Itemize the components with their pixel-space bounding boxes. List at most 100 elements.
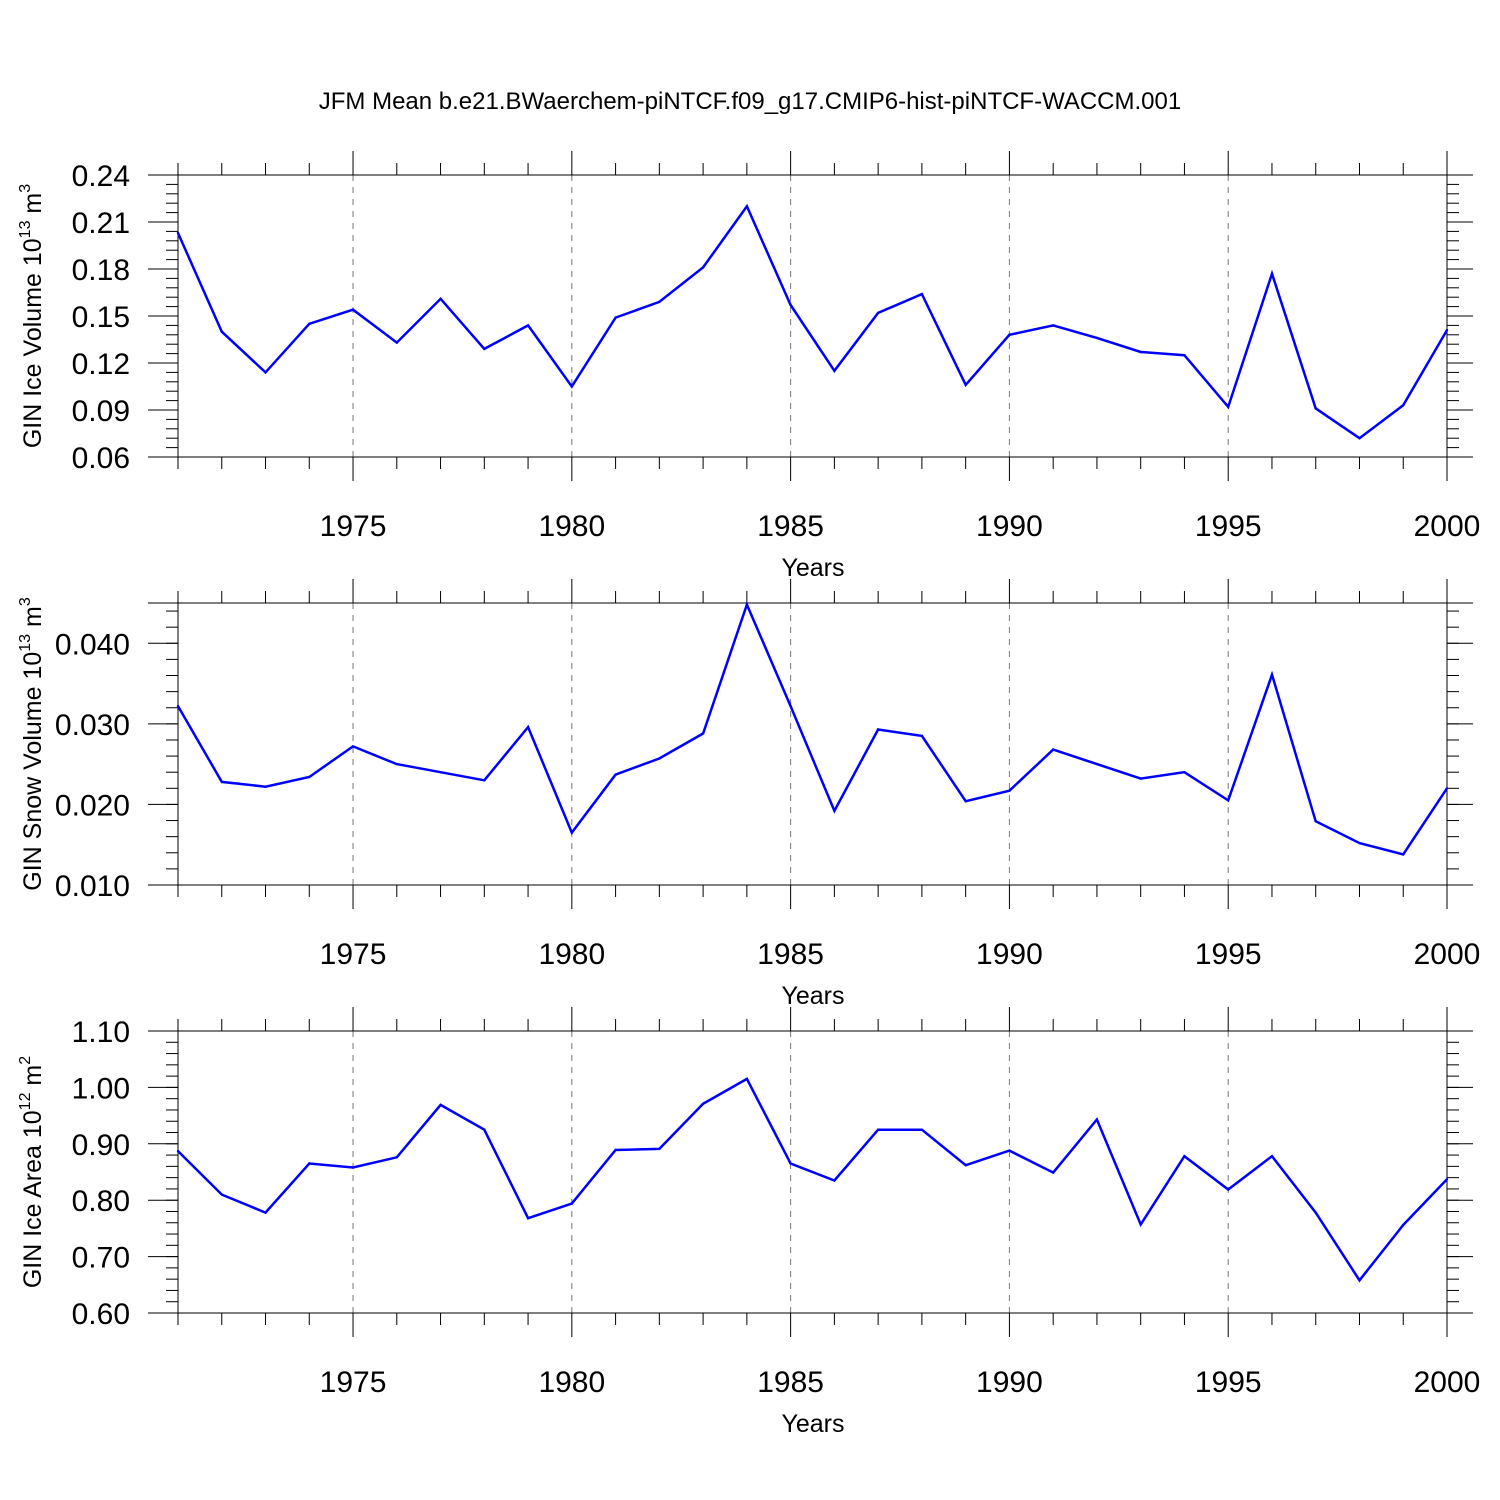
x-tick-label: 1975	[320, 510, 387, 543]
x-tick-label: 1985	[757, 1366, 824, 1399]
data-point	[439, 297, 442, 300]
data-point	[920, 292, 924, 296]
data-point	[1445, 1178, 1449, 1181]
y-tick-label: 1.10	[72, 1016, 130, 1049]
data-point	[308, 775, 311, 779]
y-axis-label-exponent: 13	[17, 220, 34, 238]
data-point	[1052, 748, 1055, 751]
data-point	[745, 205, 749, 208]
data-point	[1008, 333, 1011, 336]
y-axis-label-exponent: 13	[17, 634, 34, 652]
data-point	[351, 308, 355, 311]
y-axis-label-unit-exponent: 3	[17, 597, 34, 606]
data-point	[439, 1103, 442, 1107]
data-point	[1314, 1211, 1317, 1214]
data-point	[1358, 1279, 1361, 1282]
y-axis-label-unit-exponent: 2	[17, 1056, 34, 1065]
chart-panel-3: 0.60 0.70 0.80 0.90 1.00 1.10 1975 1980 1985 1990…	[17, 1007, 1480, 1438]
y-axis-label-text: GIN Ice Area 10	[19, 1110, 47, 1288]
data-point	[1008, 789, 1011, 792]
y-tick-label: 0.12	[72, 348, 130, 381]
y-axis-label-unit: m	[19, 193, 47, 221]
data-point	[920, 1128, 924, 1131]
y-axis-label-unit: m	[19, 1065, 47, 1093]
data-point	[483, 779, 486, 782]
data-point	[876, 728, 880, 731]
data-point	[658, 300, 661, 304]
data-point	[526, 324, 530, 327]
x-tick-label: 1980	[538, 938, 605, 971]
y-tick-label: 1.00	[72, 1072, 130, 1105]
data-point	[1445, 787, 1449, 790]
data-point	[1095, 336, 1099, 340]
x-tick-label: 1985	[757, 510, 824, 543]
data-point	[1139, 1223, 1142, 1226]
y-axis-label: GIN Snow Volume 1013 m3	[17, 597, 47, 891]
data-point	[614, 1148, 617, 1152]
data-point	[1183, 1155, 1186, 1158]
x-tick-label: 2000	[1414, 510, 1481, 543]
data-point	[701, 732, 705, 735]
series-line	[176, 601, 1449, 856]
x-tick-label: 2000	[1414, 1366, 1481, 1399]
data-point	[658, 757, 661, 760]
x-axis-label: Years	[781, 554, 844, 582]
x-tick-label: 1995	[1195, 938, 1262, 971]
y-axis-label-unit: m	[19, 606, 47, 634]
y-tick-label: 0.21	[72, 207, 130, 240]
data-point	[351, 1166, 355, 1169]
data-point	[833, 369, 836, 372]
chart-title: JFM Mean b.e21.BWaerchem-piNTCF.f09_g17.…	[318, 88, 1182, 115]
data-point	[1314, 820, 1317, 823]
data-point	[789, 303, 792, 307]
data-point	[833, 809, 836, 813]
y-tick-label: 0.60	[72, 1298, 130, 1331]
data-point	[964, 800, 967, 803]
data-point	[220, 1193, 223, 1196]
data-point	[1227, 799, 1230, 802]
data-point	[614, 316, 617, 319]
y-tick-label: 0.80	[72, 1185, 130, 1218]
data-point	[1358, 437, 1361, 440]
data-point	[351, 745, 355, 748]
y-tick-label: 0.010	[55, 870, 130, 903]
data-point	[1227, 405, 1230, 409]
chart-panel-1: 0.06 0.09 0.12 0.15 0.18 0.21 0.24 1975 1980 1985…	[17, 151, 1480, 582]
data-point	[658, 1147, 661, 1151]
series-line	[177, 1077, 1448, 1283]
data-point	[483, 347, 486, 351]
x-tick-label: 1990	[976, 938, 1043, 971]
data-point	[1183, 354, 1186, 357]
data-point	[745, 603, 749, 606]
data-point	[1227, 1188, 1230, 1191]
y-tick-label: 0.09	[72, 395, 130, 428]
data-point	[920, 734, 924, 738]
x-tick-label: 1990	[976, 510, 1043, 543]
y-axis-label-text: GIN Snow Volume 10	[19, 652, 47, 891]
x-axis-label: Years	[781, 982, 844, 1010]
data-point	[439, 771, 442, 774]
x-tick-label: 1985	[757, 938, 824, 971]
data-point	[176, 1149, 180, 1153]
data-point	[1402, 853, 1405, 856]
y-tick-label: 0.90	[72, 1129, 130, 1162]
y-tick-label: 0.030	[55, 709, 130, 742]
data-point	[526, 1217, 530, 1220]
data-point	[1095, 1118, 1099, 1121]
data-point	[1270, 272, 1274, 275]
data-point	[701, 1102, 705, 1106]
data-point	[1402, 1223, 1405, 1227]
y-tick-label: 0.18	[72, 254, 130, 287]
data-point	[1183, 771, 1186, 774]
data-point	[570, 831, 573, 834]
data-point	[1095, 762, 1099, 766]
data-point	[483, 1128, 486, 1131]
y-axis-label: GIN Ice Volume 1013 m3	[17, 184, 47, 448]
data-point	[526, 725, 530, 729]
x-tick-label: 1995	[1195, 1366, 1262, 1399]
data-point	[964, 1164, 967, 1167]
data-point	[1445, 328, 1449, 332]
y-tick-label: 0.24	[72, 160, 130, 193]
data-point	[395, 762, 398, 766]
